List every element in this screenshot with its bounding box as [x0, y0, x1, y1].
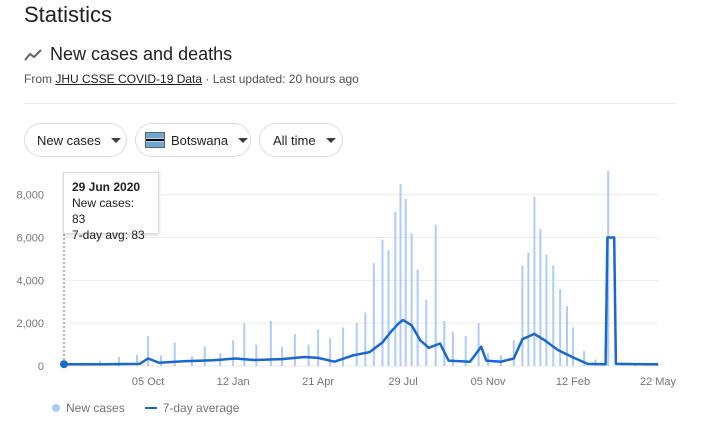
chevron-down-icon [110, 137, 121, 143]
y-tick-label: 8,000 [16, 190, 44, 202]
case-bar [159, 355, 162, 366]
case-bar [594, 359, 597, 366]
x-tick-label: 22 May [640, 376, 677, 388]
case-bar [527, 252, 530, 366]
y-tick-label: 0 [38, 361, 44, 373]
case-bar [293, 333, 296, 366]
metric-dropdown[interactable]: New cases [24, 123, 127, 157]
tooltip-date: 29 Jun 2020 [72, 180, 141, 194]
case-bar [317, 329, 320, 366]
case-bar [512, 340, 515, 366]
section-header: New cases and deaths [24, 44, 232, 65]
case-bar [281, 346, 284, 366]
case-bar [404, 198, 407, 366]
case-bar [269, 321, 272, 366]
x-tick-label: 12 Jan [217, 376, 250, 388]
botswana-flag-icon [145, 132, 165, 148]
x-tick-label: 12 Feb [556, 376, 590, 388]
highlight-point [60, 360, 68, 369]
avg-line [63, 236, 659, 366]
case-bar [464, 336, 467, 366]
source-line: From JHU CSSE COVID-19 Data · Last updat… [24, 72, 359, 86]
chevron-down-icon [325, 137, 336, 143]
tooltip-new-cases: New cases: 83 [72, 196, 135, 226]
case-bar [203, 346, 206, 366]
case-bar [147, 336, 150, 366]
source-prefix: From [24, 72, 52, 86]
last-updated: · Last updated: 20 hours ago [205, 72, 359, 86]
case-bar [416, 269, 419, 366]
page-title: Statistics [24, 2, 113, 27]
case-bar [552, 265, 555, 366]
case-bar [657, 364, 659, 366]
case-bar [243, 323, 246, 366]
case-bar [255, 344, 258, 366]
trending-line-icon [24, 48, 42, 61]
case-bar [399, 184, 402, 366]
case-bar [443, 321, 446, 366]
chevron-down-icon [238, 137, 249, 143]
case-bar [533, 196, 536, 366]
case-bar [232, 340, 235, 366]
case-bar [566, 306, 569, 366]
case-bar [329, 338, 332, 366]
country-dropdown[interactable]: Botswana [135, 123, 251, 157]
legend-line-label: 7-day average [162, 401, 240, 415]
legend-bar-swatch [52, 404, 60, 412]
section-title: New cases and deaths [50, 44, 233, 64]
case-bar [572, 327, 575, 366]
case-bar [307, 344, 310, 366]
x-tick-label: 21 Apr [302, 376, 334, 388]
legend-line-swatch [144, 407, 157, 409]
case-bar [583, 351, 586, 366]
chart-legend: New cases 7-day average [52, 401, 239, 415]
case-bar [539, 228, 542, 366]
case-bar [425, 299, 428, 366]
case-bar [477, 323, 480, 366]
case-bar [410, 233, 413, 366]
case-bar [521, 265, 524, 366]
range-dropdown-label: All time [273, 132, 316, 148]
case-bar [387, 250, 390, 366]
case-bar [451, 331, 454, 366]
legend-bars-label: New cases [66, 401, 125, 415]
y-tick-label: 2,000 [16, 318, 44, 330]
case-bar [117, 357, 120, 366]
x-tick-label: 05 Oct [132, 376, 164, 388]
x-tick-label: 29 Jul [388, 376, 417, 388]
case-bar [173, 342, 176, 366]
case-bar [355, 323, 358, 366]
case-bar [559, 288, 562, 366]
case-bar [135, 354, 138, 366]
case-bar [341, 327, 344, 366]
chart-tooltip: 29 Jun 2020 New cases: 83 7-day avg: 83 [63, 172, 159, 242]
case-bar [394, 211, 397, 366]
tooltip-avg: 7-day avg: 83 [72, 228, 145, 242]
country-dropdown-label: Botswana [171, 132, 229, 148]
range-dropdown[interactable]: All time [259, 123, 343, 157]
case-bar [545, 254, 548, 366]
case-bar [607, 171, 610, 366]
y-tick-label: 4,000 [16, 275, 44, 287]
case-bar [381, 239, 384, 366]
case-bar [434, 224, 437, 366]
source-link[interactable]: JHU CSSE COVID-19 Data [55, 72, 203, 86]
divider [24, 103, 676, 104]
x-tick-label: 05 Nov [471, 376, 506, 388]
y-tick-label: 6,000 [16, 233, 44, 245]
case-bar [364, 312, 367, 366]
case-bar [372, 263, 375, 366]
metric-dropdown-label: New cases [37, 132, 101, 148]
